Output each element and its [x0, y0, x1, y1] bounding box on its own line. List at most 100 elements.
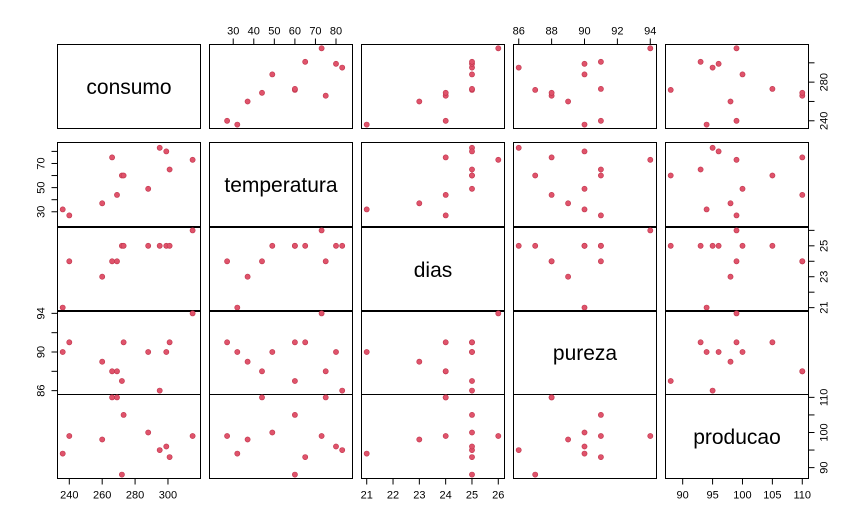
- point-pureza-vs-consumo-10: [166, 339, 173, 346]
- point-temperatura-vs-pureza-1: [598, 212, 604, 219]
- y-tick-label-dias-25: 25: [818, 240, 830, 252]
- point-consumo-vs-pureza-6: [598, 86, 604, 92]
- point-producao-vs-dias-4: [442, 394, 449, 401]
- point-producao-vs-pureza-2: [565, 436, 571, 443]
- point-temperatura-vs-producao-9: [715, 148, 722, 155]
- point-temperatura-vs-producao-10: [697, 166, 704, 173]
- point-temperatura-vs-consumo-4: [114, 191, 120, 198]
- point-producao-vs-pureza-6: [598, 411, 604, 418]
- point-temperatura-vs-pureza-11: [647, 156, 654, 163]
- point-producao-vs-consumo-10: [166, 454, 173, 460]
- panel-dias-vs-dias: [361, 227, 505, 312]
- point-temperatura-vs-dias-9: [469, 148, 475, 155]
- point-producao-vs-consumo-5: [119, 471, 125, 478]
- point-temperatura-vs-consumo-8: [156, 144, 163, 151]
- panel-pureza-vs-producao: [665, 310, 809, 395]
- point-consumo-vs-pureza-9: [581, 60, 588, 67]
- panel-pureza-vs-dias: [361, 310, 505, 395]
- point-temperatura-vs-dias-10: [469, 166, 475, 173]
- point-consumo-vs-temperatura-1: [224, 117, 230, 124]
- point-temperatura-vs-producao-1: [733, 212, 740, 219]
- point-pureza-vs-consumo-5: [119, 378, 125, 384]
- panel-consumo-vs-consumo: [57, 44, 201, 129]
- point-dias-vs-producao-9: [715, 242, 722, 249]
- point-pureza-vs-consumo-9: [163, 349, 170, 355]
- point-dias-vs-producao-5: [667, 242, 674, 249]
- x-tick-label-dias-22: 22: [387, 490, 399, 502]
- point-producao-vs-dias-9: [469, 443, 475, 450]
- point-temperatura-vs-producao-5: [667, 172, 674, 179]
- point-consumo-vs-temperatura-4: [259, 89, 265, 96]
- point-consumo-vs-pureza-10: [598, 58, 604, 65]
- variable-label-producao: producao: [693, 426, 781, 449]
- x-tick-label-pureza-88: 88: [545, 26, 557, 38]
- point-producao-vs-pureza-5: [532, 471, 539, 478]
- point-consumo-vs-temperatura-3: [322, 92, 329, 99]
- point-producao-vs-pureza-7: [581, 429, 588, 436]
- point-producao-vs-pureza-10: [598, 454, 604, 460]
- point-temperatura-vs-dias-7: [469, 185, 475, 192]
- point-temperatura-vs-pureza-8: [515, 144, 522, 151]
- point-producao-vs-consumo-7: [145, 429, 152, 436]
- panel-dias-vs-producao: [665, 227, 809, 312]
- point-producao-vs-pureza-0: [581, 450, 588, 457]
- y-tick-label-temperatura-30: 30: [35, 206, 47, 218]
- point-dias-vs-producao-10: [697, 242, 704, 249]
- point-temperatura-vs-producao-8: [709, 144, 716, 151]
- point-pureza-vs-dias-5: [469, 378, 475, 384]
- point-dias-vs-pureza-11: [647, 227, 654, 234]
- point-pureza-vs-consumo-7: [145, 349, 152, 355]
- x-tick-label-temperatura-30: 30: [227, 26, 239, 38]
- point-pureza-vs-producao-0: [703, 349, 710, 355]
- point-temperatura-vs-producao-4: [799, 191, 806, 198]
- panel-temperatura-vs-pureza: [513, 142, 657, 227]
- point-temperatura-vs-dias-0: [363, 206, 370, 213]
- point-pureza-vs-temperatura-7: [269, 349, 276, 355]
- point-producao-vs-temperatura-1: [224, 433, 230, 439]
- point-temperatura-vs-consumo-7: [145, 185, 152, 192]
- point-consumo-vs-temperatura-7: [269, 71, 276, 78]
- point-pureza-vs-producao-11: [733, 310, 740, 317]
- point-consumo-vs-temperatura-0: [234, 121, 241, 128]
- y-tick-label-temperatura-70: 70: [35, 157, 47, 169]
- point-dias-vs-consumo-10: [166, 242, 173, 249]
- y-tick-label-dias-23: 23: [818, 271, 830, 283]
- point-producao-vs-dias-7: [469, 429, 475, 436]
- x-tick-label-pureza-94: 94: [644, 26, 656, 38]
- point-consumo-vs-producao-7: [739, 71, 746, 78]
- x-tick-label-dias-26: 26: [492, 490, 504, 502]
- point-consumo-vs-temperatura-8: [339, 64, 346, 71]
- point-pureza-vs-dias-9: [469, 349, 475, 355]
- point-dias-vs-temperatura-8: [339, 242, 346, 249]
- point-pureza-vs-dias-4: [442, 368, 449, 375]
- point-pureza-vs-temperatura-11: [318, 310, 325, 317]
- point-producao-vs-consumo-11: [189, 433, 196, 439]
- x-tick-label-consumo-240: 240: [60, 490, 78, 502]
- point-dias-vs-pureza-0: [581, 304, 588, 311]
- point-temperatura-vs-dias-1: [442, 212, 449, 219]
- point-dias-vs-producao-8: [709, 242, 716, 249]
- point-consumo-vs-producao-5: [667, 87, 674, 93]
- y-tick-label-pureza-90: 90: [35, 346, 47, 358]
- point-consumo-vs-dias-10: [469, 58, 475, 65]
- point-pureza-vs-producao-7: [739, 349, 746, 355]
- point-dias-vs-pureza-2: [565, 273, 571, 280]
- x-tick-label-dias-25: 25: [466, 490, 478, 502]
- point-pureza-vs-temperatura-10: [302, 339, 309, 346]
- point-producao-vs-consumo-1: [66, 433, 73, 439]
- panel-producao-vs-dias: [361, 394, 505, 479]
- point-producao-vs-temperatura-10: [302, 454, 309, 460]
- y-tick-label-consumo-240: 240: [818, 112, 830, 130]
- point-pureza-vs-producao-8: [709, 387, 716, 394]
- panel-dias-vs-temperatura: [209, 227, 353, 312]
- point-pureza-vs-dias-11: [495, 310, 502, 317]
- point-temperatura-vs-producao-3: [799, 154, 806, 161]
- point-producao-vs-pureza-9: [581, 443, 588, 450]
- point-pureza-vs-consumo-2: [99, 358, 106, 365]
- point-pureza-vs-producao-5: [667, 378, 674, 384]
- x-tick-label-temperatura-50: 50: [268, 26, 280, 38]
- point-consumo-vs-producao-1: [733, 117, 740, 124]
- point-pureza-vs-producao-1: [733, 339, 740, 346]
- panel-producao-vs-consumo: [57, 394, 201, 479]
- point-dias-vs-consumo-3: [109, 258, 115, 265]
